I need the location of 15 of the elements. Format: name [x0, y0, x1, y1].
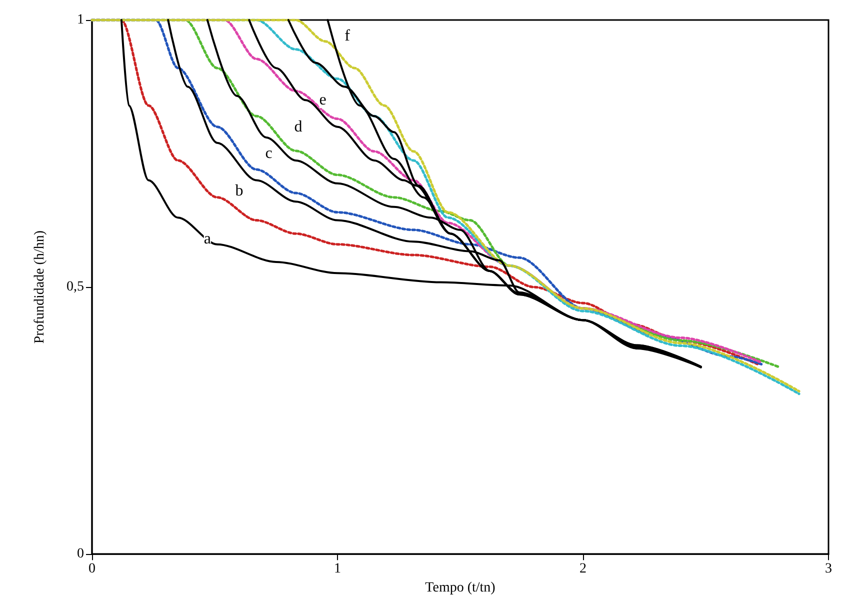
- y-tick-label: 1: [77, 12, 84, 28]
- y-tick-label: 0,5: [66, 280, 84, 295]
- annotation: f: [344, 28, 351, 45]
- annotation: b: [235, 182, 244, 200]
- x-tick-label: 1: [334, 562, 341, 577]
- x-axis-title: Tempo (t/tn): [425, 580, 496, 596]
- y-tick-label: 0: [77, 546, 84, 562]
- annotation: c: [265, 145, 272, 162]
- annotation: a: [204, 230, 211, 248]
- x-tick-label: 3: [825, 562, 832, 577]
- annotation: e: [319, 92, 326, 109]
- x-tick-label: 2: [580, 562, 586, 577]
- annotation: d: [294, 118, 302, 136]
- x-tick-label: 0: [88, 562, 96, 577]
- y-axis-title: Profundidade (h/hn): [32, 230, 48, 344]
